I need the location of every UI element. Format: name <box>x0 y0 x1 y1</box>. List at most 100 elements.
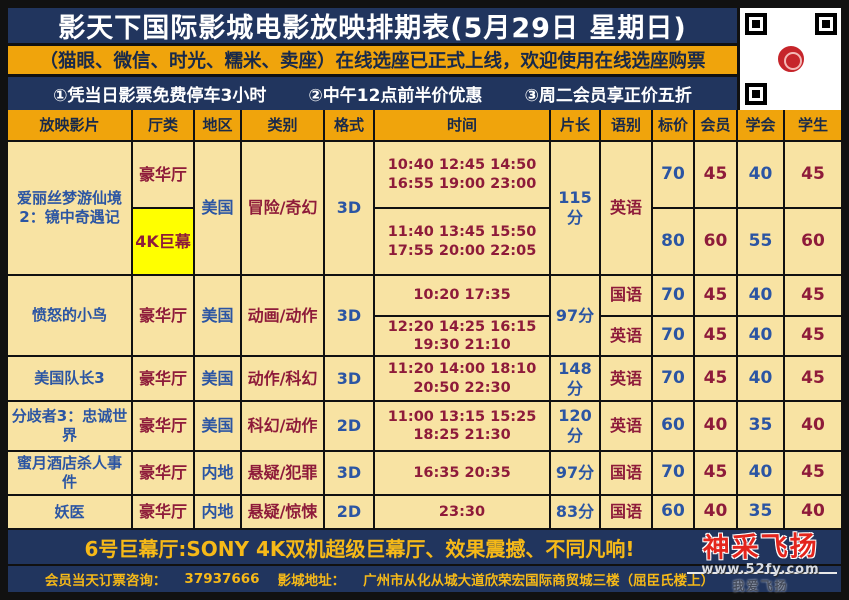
table-row-alice: 爱丽丝梦游仙境2：镜中奇遇记 豪华厅 4K巨幕 美国 冒险/奇幻 3D 10:4… <box>8 142 841 276</box>
language-cell: 英语 <box>601 357 653 400</box>
duration-cell: 115分 <box>551 142 601 274</box>
price-student-cell: 45 60 <box>785 142 841 274</box>
column-header-member: 会员 <box>695 110 738 140</box>
movie-title: 爱丽丝梦游仙境2：镜中奇遇记 <box>8 142 133 274</box>
price-list: 80 <box>661 230 685 251</box>
price-student: 40 <box>801 415 825 436</box>
duration-cell: 120分 <box>551 402 601 450</box>
price-member: 40 <box>695 402 738 450</box>
language-cell: 国语 <box>601 452 653 494</box>
online-seating-notice: （猫眼、微信、时光、糯米、卖座）在线选座已正式上线，欢迎使用在线选座购票 <box>8 46 737 77</box>
category-cell: 动画/动作 <box>242 276 325 355</box>
column-header-hall: 厅类 <box>133 110 195 140</box>
language-cell: 英语 <box>601 402 653 450</box>
promo-item-halfprice: ②中午12点前半价优惠 <box>308 86 483 106</box>
price-list-cell: 70 80 <box>653 142 695 274</box>
price-society: 40 <box>738 142 783 209</box>
movie-title: 妖医 <box>8 496 133 528</box>
format-cell: 2D <box>325 496 375 528</box>
price-student: 45 <box>785 276 841 317</box>
contact-bar: 会员当天订票咨询： 37937666 影城地址： 广州市从化从城大道欣荣宏国际商… <box>8 566 841 592</box>
price-student-cell: 45 45 <box>785 276 841 355</box>
price-list: 70 <box>661 325 685 346</box>
price-society: 55 <box>748 230 773 251</box>
price-member-cell: 45 60 <box>695 142 738 274</box>
region-cell: 内地 <box>195 452 242 494</box>
price-member: 45 <box>695 452 738 494</box>
price-society: 40 <box>738 452 785 494</box>
time-cell: 10:20 17:35 12:20 14:25 16:15 19:30 21:1… <box>375 276 551 355</box>
price-member: 45 <box>695 276 736 317</box>
format-cell: 3D <box>325 142 375 274</box>
price-society: 40 <box>748 325 773 346</box>
showtimes: 11:40 13:45 15:50 17:55 20:00 22:05 <box>387 224 537 259</box>
movie-title: 蜜月酒店杀人事件 <box>8 452 133 494</box>
duration-cell: 97分 <box>551 452 601 494</box>
booking-phone: 37937666 <box>184 571 260 587</box>
booking-label: 会员当天订票咨询： <box>44 573 167 589</box>
movie-title: 分歧者3：忠诚世界 <box>8 402 133 450</box>
price-member: 60 <box>703 230 728 251</box>
price-student: 40 <box>801 501 825 522</box>
qr-finder-icon <box>814 13 837 35</box>
category-cell: 动作/科幻 <box>242 357 325 400</box>
table-row-captain-america: 美国队长3 豪华厅 美国 动作/科幻 3D 11:20 14:00 18:10 … <box>8 357 841 402</box>
price-list: 70 <box>653 357 695 400</box>
category-cell: 悬疑/惊悚 <box>242 496 325 528</box>
time-cell: 23:30 <box>375 496 551 528</box>
region-cell: 美国 <box>195 142 242 274</box>
qr-panel <box>737 8 841 110</box>
time-cell: 11:20 14:00 18:10 20:50 22:30 <box>375 357 551 400</box>
region-cell: 美国 <box>195 276 242 355</box>
language-cell: 国语 英语 <box>601 276 653 355</box>
price-member: 40 <box>695 496 738 528</box>
movie-title: 美国队长3 <box>8 357 133 400</box>
price-society: 35 <box>738 402 785 450</box>
qr-code <box>744 13 837 105</box>
price-student: 45 <box>801 325 825 346</box>
movie-title: 愤怒的小鸟 <box>8 276 133 355</box>
column-header-category: 类别 <box>242 110 325 140</box>
price-society-cell: 40 40 <box>738 276 785 355</box>
format-cell: 3D <box>325 276 375 355</box>
column-header-duration: 片长 <box>551 110 601 140</box>
language-cell: 国语 <box>601 496 653 528</box>
promo-bar: ①凭当日影票免费停车3小时 ②中午12点前半价优惠 ③周二会员享正价五折 <box>8 77 737 110</box>
showtimes: 10:40 12:45 14:50 16:55 19:00 23:00 <box>375 142 549 209</box>
format-cell: 3D <box>325 452 375 494</box>
region-cell: 内地 <box>195 496 242 528</box>
price-society: 35 <box>738 496 785 528</box>
column-header-language: 语别 <box>601 110 653 140</box>
price-student: 45 <box>801 462 825 483</box>
column-header-student: 学生 <box>797 115 828 134</box>
hall-cell: 豪华厅 <box>133 276 195 355</box>
column-header-time: 时间 <box>375 110 551 140</box>
region-cell: 美国 <box>195 357 242 400</box>
price-list: 70 <box>653 276 693 317</box>
price-member: 45 <box>695 142 736 209</box>
showtimes: 10:20 17:35 <box>375 276 549 317</box>
price-society: 40 <box>738 276 783 317</box>
table-row-divergent: 分歧者3：忠诚世界 豪华厅 美国 科幻/动作 2D 11:00 13:15 15… <box>8 402 841 452</box>
hall-type: 豪华厅 <box>133 142 193 209</box>
region-cell: 美国 <box>195 402 242 450</box>
price-society: 40 <box>738 357 785 400</box>
header-bars: 影天下国际影城电影放映排期表(5月29日 星期日) （猫眼、微信、时光、糯米、卖… <box>8 8 737 110</box>
page-title: 影天下国际影城电影放映排期表(5月29日 星期日) <box>8 8 737 46</box>
showtimes: 12:20 14:25 16:15 19:30 21:10 <box>387 318 537 353</box>
promo-item-parking: ①凭当日影票免费停车3小时 <box>53 86 267 106</box>
time-cell: 11:00 13:15 15:25 18:25 21:30 <box>375 402 551 450</box>
header: 影天下国际影城电影放映排期表(5月29日 星期日) （猫眼、微信、时光、糯米、卖… <box>8 8 841 110</box>
price-member: 45 <box>695 357 738 400</box>
qr-finder-icon <box>744 83 767 105</box>
category-cell: 冒险/奇幻 <box>242 142 325 274</box>
duration-cell: 148分 <box>551 357 601 400</box>
language: 国语 <box>601 276 651 317</box>
hall-cell: 豪华厅 <box>133 402 195 450</box>
hall-cell: 豪华厅 <box>133 452 195 494</box>
table-header-row: 放映影片 厅类 地区 类别 格式 时间 片长 语别 标价 会员 学会 学生 <box>8 110 841 142</box>
qr-finder-icon <box>744 13 767 35</box>
format-cell: 2D <box>325 402 375 450</box>
table-row-yaoyi: 妖医 豪华厅 内地 悬疑/惊悚 2D 23:30 83分 国语 60 40 35… <box>8 496 841 530</box>
